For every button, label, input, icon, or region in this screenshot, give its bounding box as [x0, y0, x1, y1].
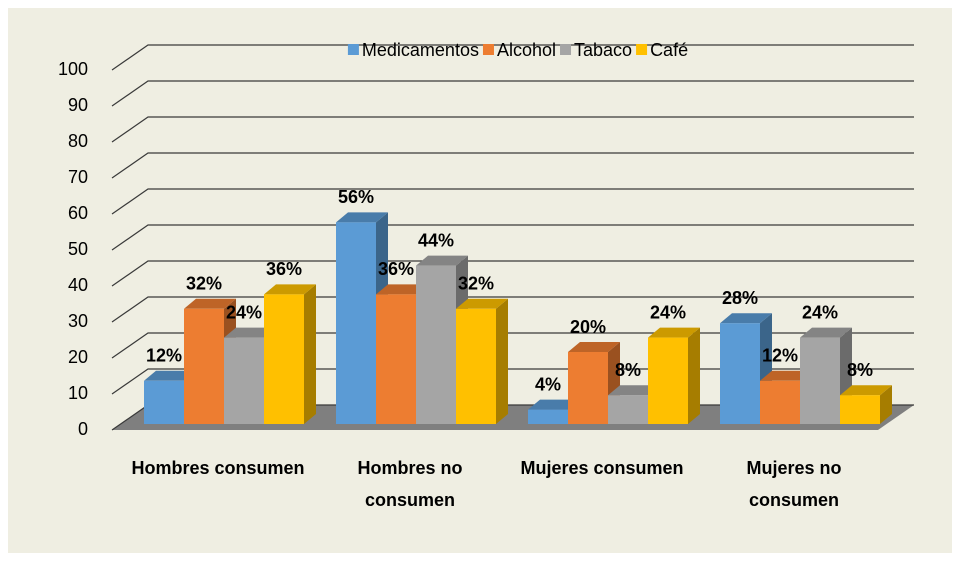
grid-line [111, 188, 914, 215]
legend-swatch [347, 44, 359, 55]
y-tick-label: 70 [68, 167, 88, 187]
bar-top [224, 327, 276, 338]
grid-line [111, 44, 914, 71]
x-tick-label: Mujeres consumen [520, 458, 684, 478]
bar-top [528, 399, 580, 410]
legend-label: Alcohol [497, 40, 556, 60]
bar-side [688, 327, 700, 424]
data-label: 36% [266, 259, 302, 279]
legend-swatch [636, 44, 648, 55]
bar-top [336, 212, 388, 223]
bar-top [184, 298, 236, 309]
data-label: 12% [762, 346, 798, 366]
y-tick-label: 20 [68, 347, 88, 367]
legend-swatch [482, 44, 494, 55]
data-label: 4% [535, 374, 561, 394]
bar [264, 294, 304, 424]
data-label: 56% [338, 187, 374, 207]
grid-line [111, 260, 914, 287]
y-tick-label: 80 [68, 131, 88, 151]
x-tick-label: Hombres consumen [131, 458, 305, 478]
bar [800, 337, 840, 424]
bar [840, 395, 880, 424]
bar [608, 395, 648, 424]
data-label: 8% [847, 360, 873, 380]
grid-line [111, 296, 914, 323]
y-tick-label: 100 [58, 59, 88, 79]
bar [144, 380, 184, 424]
bar-top [840, 385, 892, 396]
data-label: 32% [186, 274, 222, 294]
bar-top [800, 327, 852, 338]
bar-side [496, 298, 508, 424]
y-tick-label: 30 [68, 311, 88, 331]
y-tick-label: 40 [68, 275, 88, 295]
x-tick-label: Hombres no consumen [357, 458, 463, 510]
bar-side [304, 284, 316, 424]
y-tick-label: 0 [78, 419, 88, 439]
bar [528, 409, 568, 424]
grid-line [111, 152, 914, 179]
y-tick-label: 50 [68, 239, 88, 259]
bar [184, 308, 224, 424]
data-label: 24% [226, 302, 262, 322]
bar-top [144, 370, 196, 381]
data-label: 36% [378, 259, 414, 279]
y-tick-label: 90 [68, 95, 88, 115]
bar-top [376, 284, 428, 295]
data-label: 20% [570, 317, 606, 337]
bar [568, 352, 608, 424]
bar-top [608, 385, 660, 396]
bar-top [264, 284, 316, 295]
bar-top [456, 298, 508, 309]
data-label: 8% [615, 360, 641, 380]
bar-top [568, 342, 620, 352]
bar-top [648, 327, 700, 338]
bar-top [416, 255, 468, 266]
legend-swatch [560, 44, 572, 55]
legend-label: Café [650, 40, 688, 60]
bar-side [880, 385, 892, 424]
bar [336, 222, 376, 424]
y-tick-label: 10 [68, 383, 88, 403]
data-label: 24% [650, 302, 686, 322]
bar [224, 337, 264, 424]
y-tick-label: 60 [68, 203, 88, 223]
chart-background [8, 8, 952, 553]
legend-label: Medicamentos [362, 40, 479, 60]
grid-line [111, 116, 914, 143]
data-label: 12% [146, 346, 182, 366]
grid-line [111, 80, 914, 107]
x-tick-label: Mujeres no consumen [746, 458, 842, 510]
bar [376, 294, 416, 424]
bar [416, 265, 456, 424]
grid-line [111, 224, 914, 251]
bar [720, 323, 760, 424]
bar [456, 308, 496, 424]
data-label: 28% [722, 288, 758, 308]
bar [648, 337, 688, 424]
data-label: 44% [418, 230, 454, 250]
bar-top [760, 370, 812, 381]
data-label: 32% [458, 274, 494, 294]
legend-label: Tabaco [574, 40, 632, 60]
bar-top [720, 313, 772, 324]
data-label: 24% [802, 302, 838, 322]
bar [760, 380, 800, 424]
